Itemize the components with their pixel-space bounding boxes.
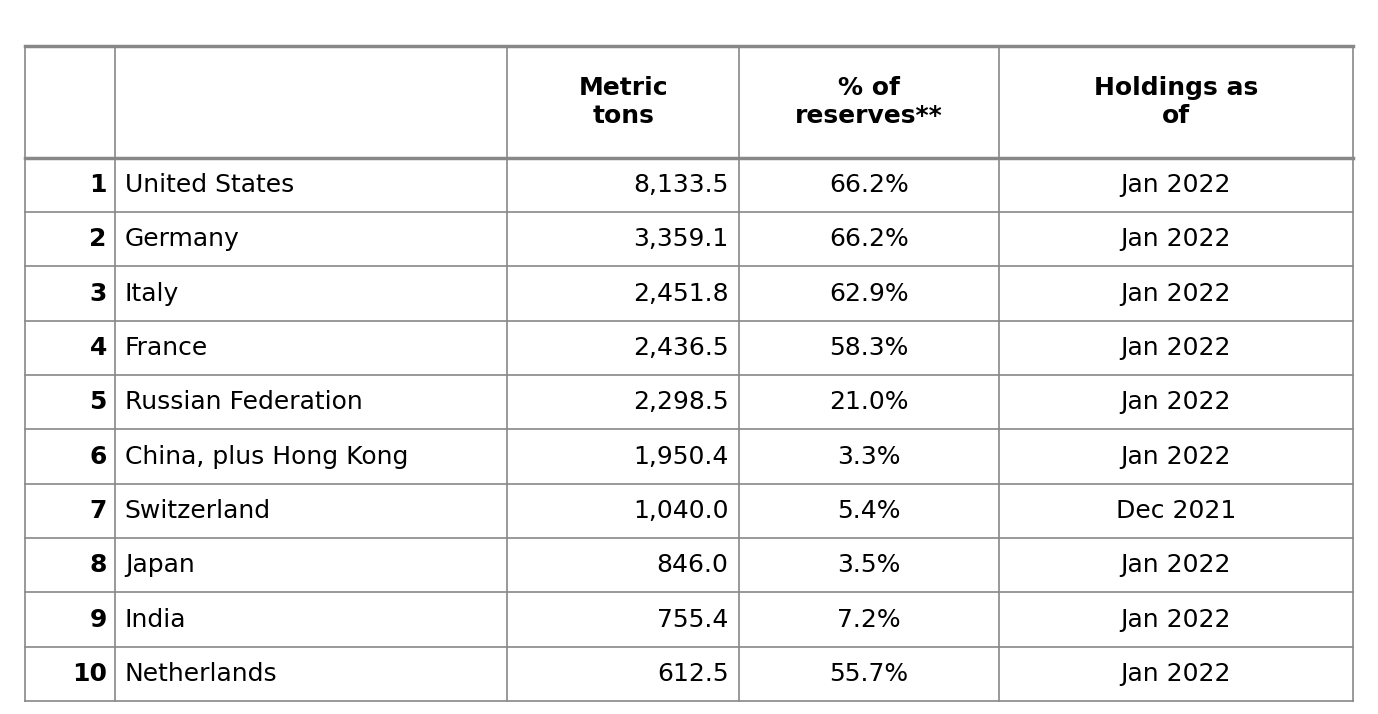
Text: 7: 7 [90,499,107,523]
Text: Jan 2022: Jan 2022 [1120,173,1231,197]
Text: 846.0: 846.0 [656,553,729,578]
Text: 58.3%: 58.3% [830,336,908,360]
Text: United States: United States [125,173,294,197]
Text: 2,298.5: 2,298.5 [633,391,729,414]
Text: 8: 8 [90,553,107,578]
Text: Italy: Italy [125,281,179,306]
Text: Switzerland: Switzerland [125,499,271,523]
Text: Germany: Germany [125,227,240,251]
Text: Jan 2022: Jan 2022 [1120,281,1231,306]
Text: 2,436.5: 2,436.5 [633,336,729,360]
Text: France: France [125,336,208,360]
Text: 3.5%: 3.5% [838,553,901,578]
Text: % of
reserves**: % of reserves** [795,76,943,128]
Text: 2,451.8: 2,451.8 [633,281,729,306]
Text: China, plus Hong Kong: China, plus Hong Kong [125,445,408,468]
Text: 5.4%: 5.4% [838,499,901,523]
Text: 66.2%: 66.2% [830,173,909,197]
Text: 7.2%: 7.2% [838,608,901,632]
Text: 4: 4 [90,336,107,360]
Text: Jan 2022: Jan 2022 [1120,227,1231,251]
Text: Jan 2022: Jan 2022 [1120,608,1231,632]
Text: Jan 2022: Jan 2022 [1120,445,1231,468]
Text: 1,950.4: 1,950.4 [633,445,729,468]
Text: 612.5: 612.5 [657,662,729,686]
Text: 1,040.0: 1,040.0 [633,499,729,523]
Text: 6: 6 [90,445,107,468]
Text: 8,133.5: 8,133.5 [633,173,729,197]
Text: Jan 2022: Jan 2022 [1120,391,1231,414]
Text: 755.4: 755.4 [657,608,729,632]
Text: 62.9%: 62.9% [830,281,909,306]
Text: Russian Federation: Russian Federation [125,391,362,414]
Text: 10: 10 [72,662,107,686]
Text: 21.0%: 21.0% [830,391,908,414]
Text: 1: 1 [90,173,107,197]
Text: 2: 2 [90,227,107,251]
Text: Netherlands: Netherlands [125,662,277,686]
Text: 3,359.1: 3,359.1 [634,227,729,251]
Text: Jan 2022: Jan 2022 [1120,553,1231,578]
Text: 3: 3 [90,281,107,306]
Text: Japan: Japan [125,553,194,578]
Text: 3.3%: 3.3% [838,445,901,468]
Text: Jan 2022: Jan 2022 [1120,662,1231,686]
Text: India: India [125,608,186,632]
Text: 55.7%: 55.7% [830,662,908,686]
Text: Holdings as
of: Holdings as of [1094,76,1258,128]
Text: 9: 9 [90,608,107,632]
Text: 5: 5 [90,391,107,414]
Text: Metric
tons: Metric tons [579,76,668,128]
Text: 66.2%: 66.2% [830,227,909,251]
Text: Jan 2022: Jan 2022 [1120,336,1231,360]
Text: Dec 2021: Dec 2021 [1116,499,1236,523]
